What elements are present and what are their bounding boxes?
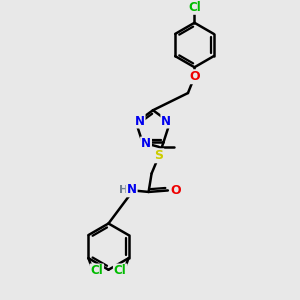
Text: N: N bbox=[141, 137, 151, 150]
Text: N: N bbox=[127, 183, 137, 196]
Text: O: O bbox=[171, 184, 181, 197]
Text: Cl: Cl bbox=[114, 264, 127, 278]
Text: N: N bbox=[135, 115, 145, 128]
Text: Cl: Cl bbox=[90, 264, 103, 278]
Text: H: H bbox=[119, 185, 128, 196]
Text: S: S bbox=[154, 149, 164, 162]
Text: Cl: Cl bbox=[188, 1, 201, 14]
Text: O: O bbox=[189, 70, 200, 83]
Text: N: N bbox=[161, 115, 171, 128]
